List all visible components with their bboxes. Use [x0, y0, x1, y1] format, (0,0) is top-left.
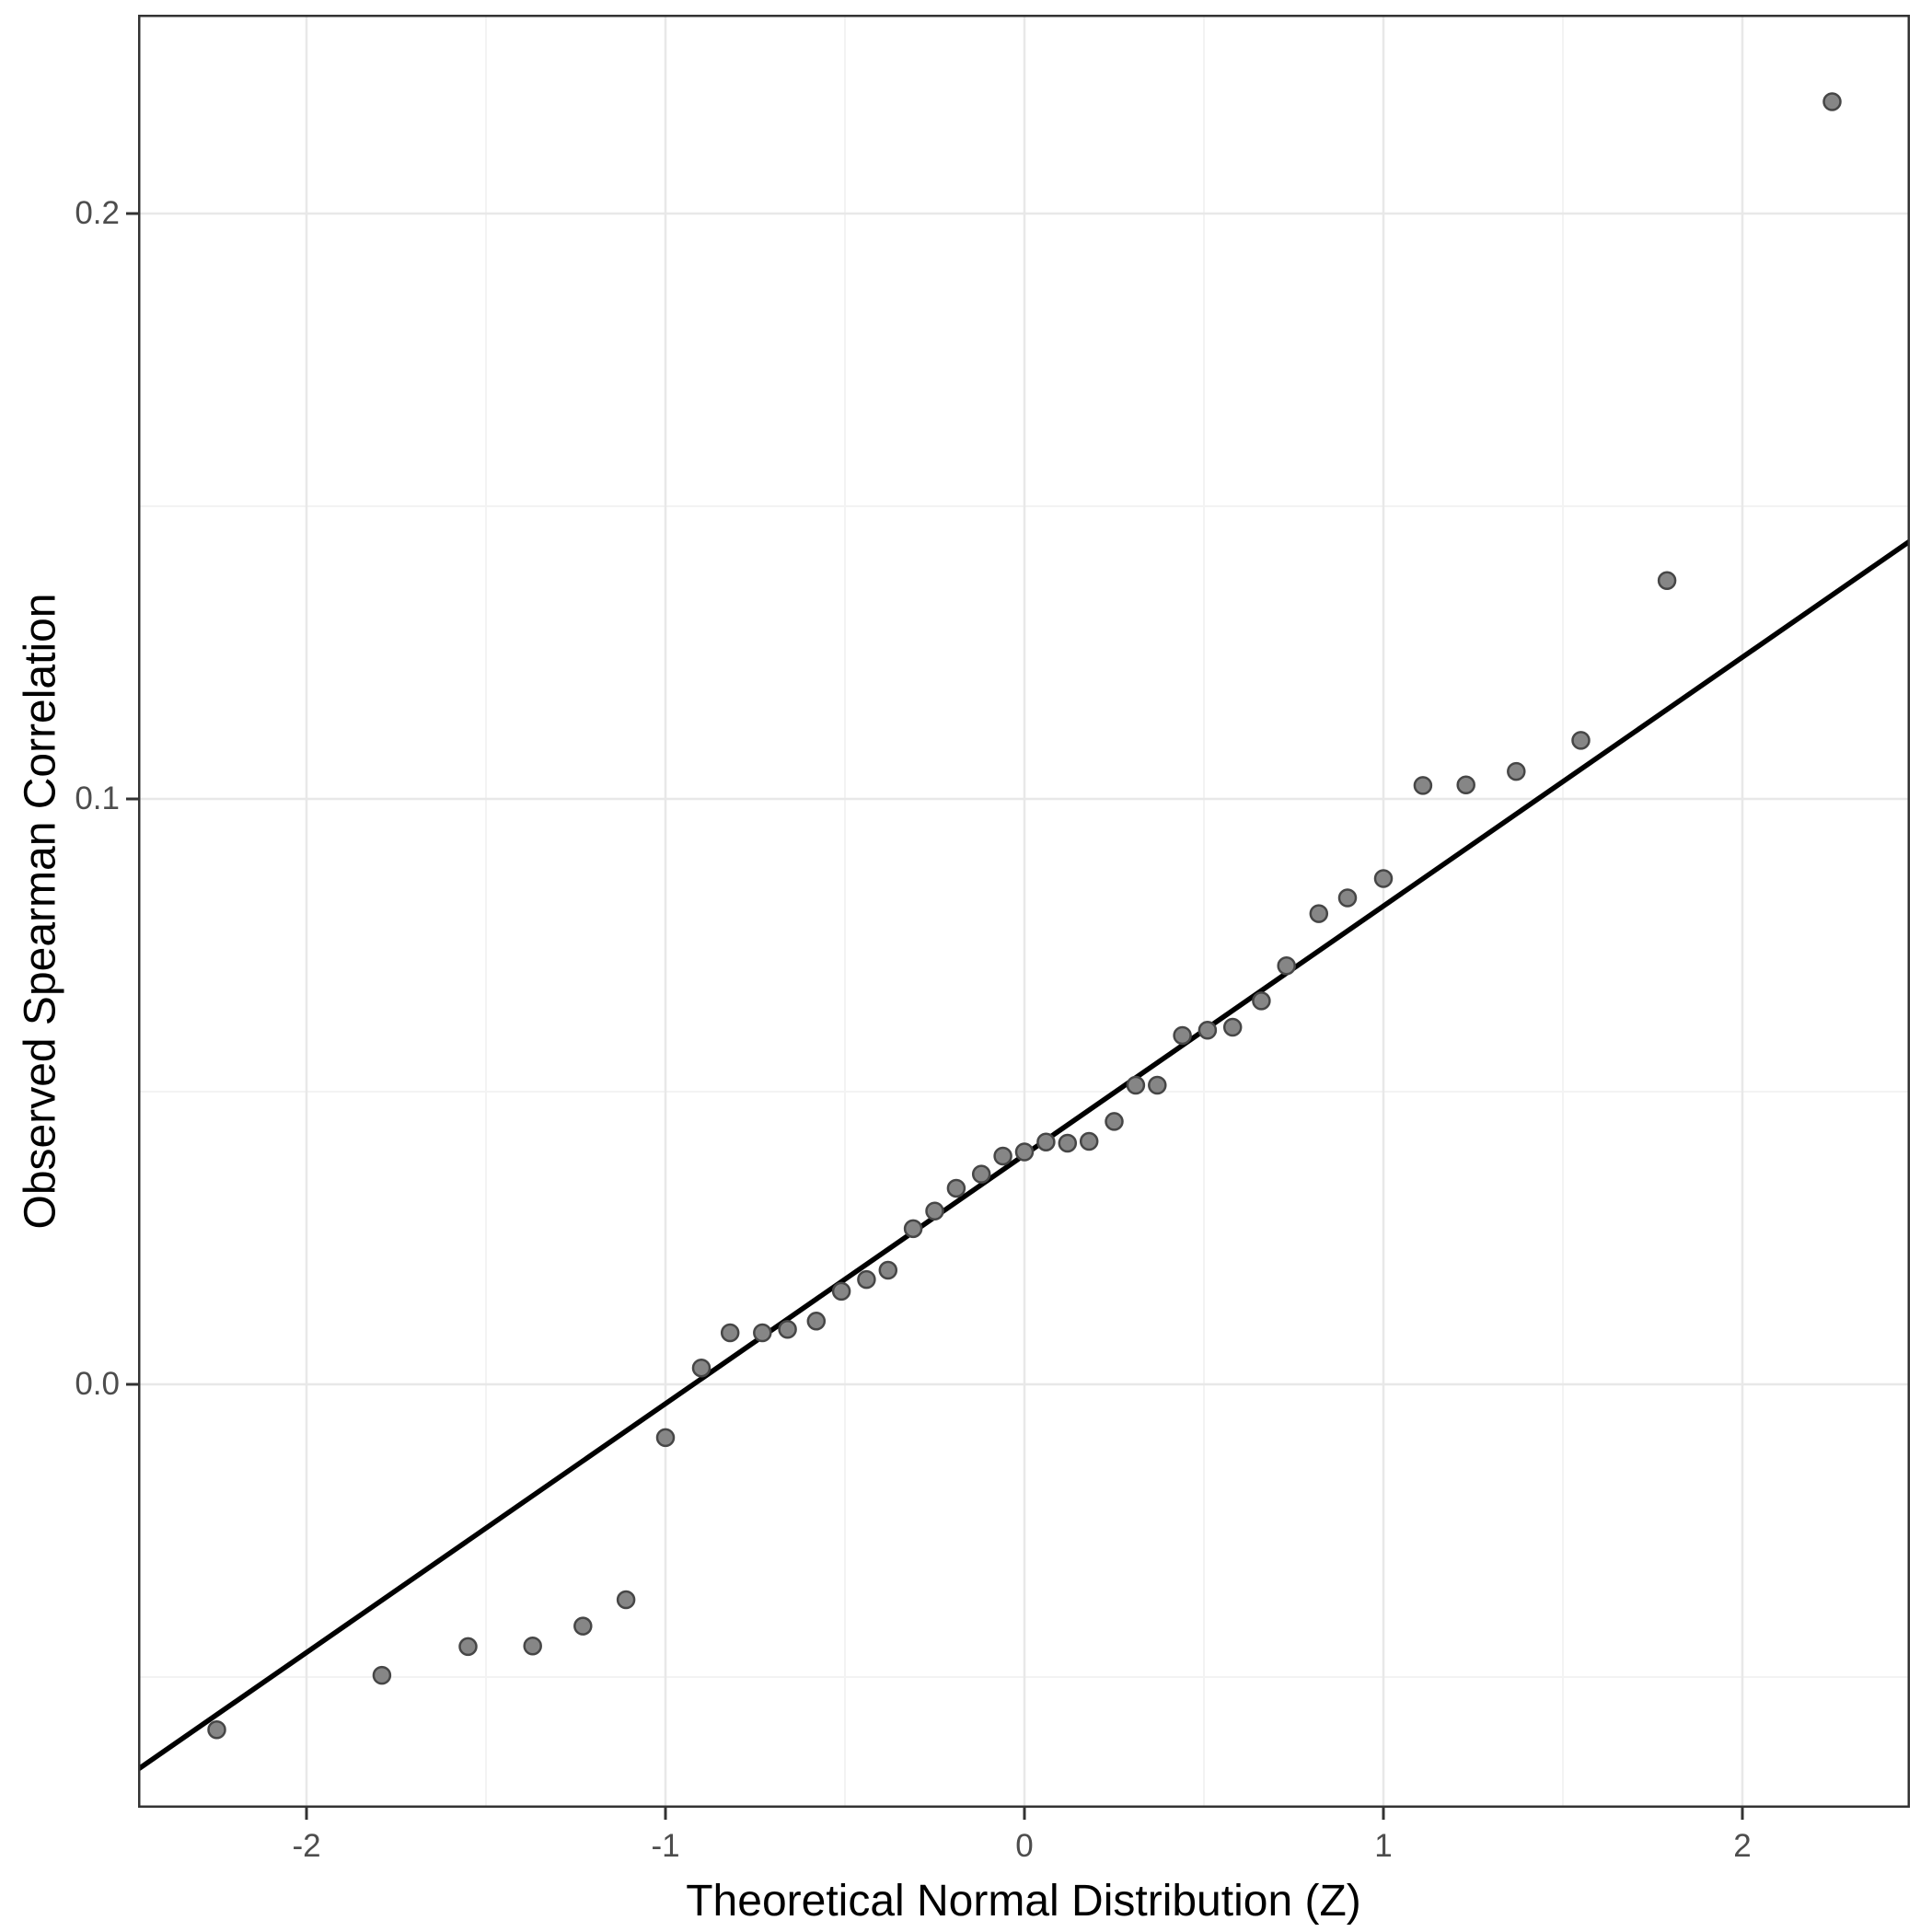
data-point — [655, 1428, 676, 1448]
data-point — [946, 1178, 966, 1198]
plot-canvas — [138, 15, 1910, 1808]
data-point — [1197, 1020, 1218, 1040]
data-point — [831, 1281, 851, 1301]
data-point — [778, 1319, 797, 1339]
data-point — [1105, 1112, 1124, 1131]
x-axis-title: Theoretical Normal Distribution (Z) — [686, 1877, 1361, 1926]
data-point — [523, 1637, 542, 1656]
data-point — [878, 1260, 898, 1280]
y-tick-mark — [126, 1382, 138, 1386]
y-tick-label: 0.1 — [75, 781, 120, 816]
data-point — [1337, 888, 1358, 908]
data-point — [1079, 1131, 1099, 1151]
data-point — [1413, 776, 1433, 795]
x-tick-mark — [1382, 1808, 1385, 1820]
x-tick-label: -1 — [651, 1828, 680, 1864]
x-tick-mark — [1023, 1808, 1026, 1820]
x-tick-label: 2 — [1733, 1828, 1752, 1864]
data-point — [1252, 991, 1271, 1011]
data-point — [1173, 1025, 1192, 1046]
data-point — [1277, 956, 1296, 976]
plot-panel — [138, 15, 1910, 1808]
data-point — [1309, 904, 1329, 923]
data-point — [207, 1719, 226, 1740]
data-point — [993, 1146, 1012, 1166]
data-point — [1126, 1075, 1146, 1095]
data-point — [1507, 761, 1526, 781]
data-point — [1014, 1142, 1035, 1162]
data-point — [1373, 869, 1394, 888]
data-point — [720, 1323, 740, 1343]
data-point — [1222, 1017, 1243, 1037]
y-tick-label: 0.0 — [75, 1366, 120, 1402]
data-point — [1058, 1133, 1078, 1153]
data-point — [691, 1358, 711, 1378]
data-point — [753, 1323, 772, 1343]
x-tick-mark — [305, 1808, 308, 1820]
x-tick-mark — [1741, 1808, 1744, 1820]
data-point — [971, 1164, 991, 1184]
x-tick-mark — [664, 1808, 667, 1820]
data-point — [925, 1201, 944, 1221]
data-point — [1657, 571, 1677, 591]
x-tick-label: -2 — [292, 1828, 321, 1864]
data-point — [857, 1269, 876, 1290]
data-point — [903, 1219, 923, 1239]
data-point — [573, 1616, 593, 1636]
data-point — [372, 1665, 392, 1685]
data-point — [1571, 731, 1591, 750]
data-point — [1456, 775, 1475, 794]
y-tick-mark — [126, 212, 138, 215]
data-point — [616, 1590, 636, 1610]
data-point — [458, 1637, 478, 1657]
data-point — [1822, 92, 1842, 111]
data-point — [806, 1312, 827, 1331]
y-tick-label: 0.2 — [75, 195, 120, 231]
x-tick-label: 0 — [1015, 1828, 1034, 1864]
y-tick-mark — [126, 797, 138, 801]
x-tick-label: 1 — [1374, 1828, 1393, 1864]
y-axis-title: Observed Spearman Correlation — [16, 593, 65, 1230]
panel-border — [138, 15, 1910, 1808]
data-point — [1036, 1132, 1056, 1151]
data-point — [1148, 1075, 1167, 1095]
